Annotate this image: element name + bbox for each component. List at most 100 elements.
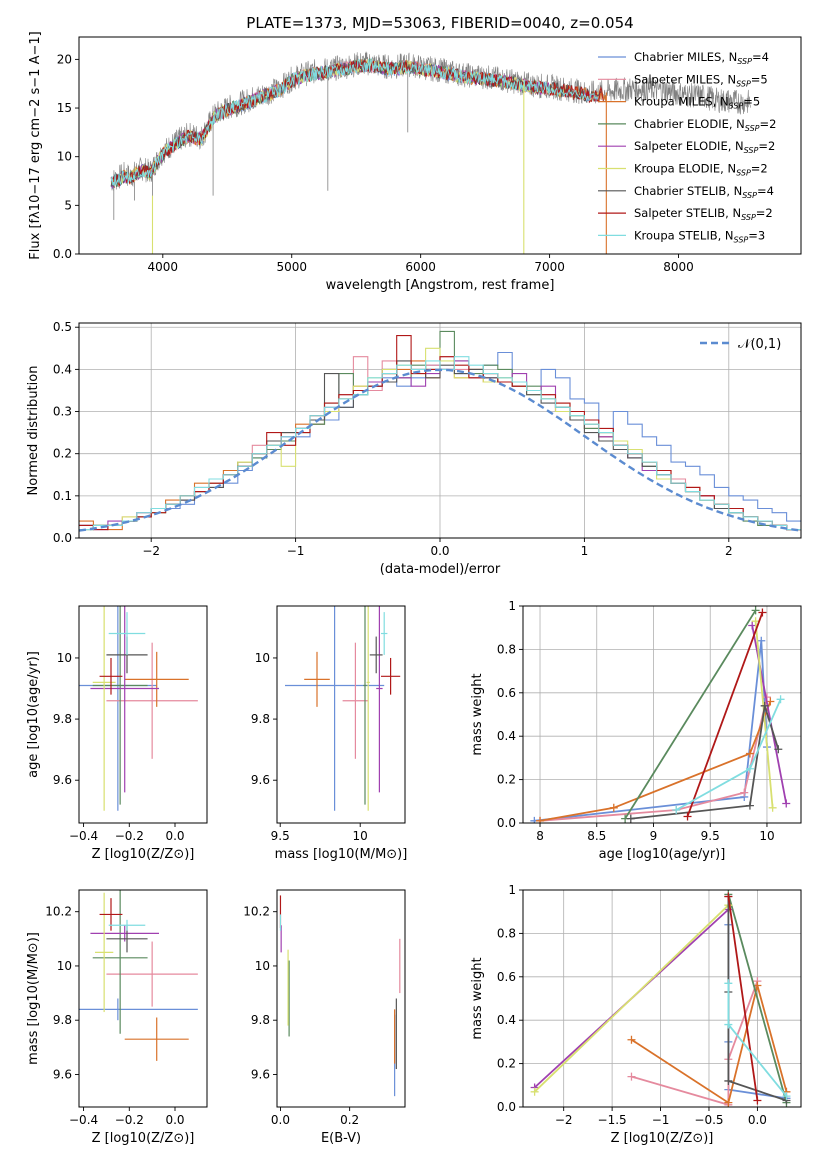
x-tick-label: 4000 bbox=[148, 260, 179, 274]
model-spectrum-2 bbox=[110, 58, 599, 185]
x-tick-label: 8000 bbox=[663, 260, 694, 274]
x-tick-label: 2 bbox=[725, 544, 733, 558]
model-spectrum-6 bbox=[110, 59, 599, 186]
weight-marker bbox=[724, 979, 733, 988]
y-axis-label: Normed distribution bbox=[26, 366, 41, 496]
plot-area bbox=[285, 606, 401, 811]
y-tick-label: 9.6 bbox=[53, 773, 72, 787]
legend-entry: Kroupa ELODIE, NSSP=2 bbox=[634, 162, 768, 178]
chart-title: PLATE=1373, MJD=53063, FIBERID=0040, z=0… bbox=[246, 14, 633, 32]
panel-7: 0.0 0.2 9.6 9.8 10 10.2 E(B-V) bbox=[243, 889, 406, 1146]
legend-subscript: SSP bbox=[729, 102, 744, 111]
model-spectrum-8 bbox=[110, 59, 604, 188]
weight-marker bbox=[627, 1035, 636, 1044]
legend-text: =5 bbox=[743, 95, 760, 109]
weight-line-2 bbox=[539, 696, 768, 822]
y-tick-label: 0.4 bbox=[497, 1013, 516, 1027]
weight-marker bbox=[724, 892, 733, 901]
weight-marker bbox=[776, 695, 785, 704]
panel-2: 𝒩(0,1) −2 −1 0.0 1 2 0.0 0.1 0.2 0.3 0.4 0.5 (data-m… bbox=[26, 320, 802, 577]
legend-text: Salpeter MILES, N bbox=[634, 72, 736, 86]
weight-marker bbox=[758, 608, 767, 617]
legend-subscript: SSP bbox=[734, 235, 749, 244]
y-tick-label: 0.8 bbox=[497, 642, 516, 656]
plot-area bbox=[79, 606, 198, 811]
weight-marker bbox=[782, 799, 791, 808]
x-tick-label: 7000 bbox=[534, 260, 565, 274]
y-tick-label: 0.5 bbox=[53, 320, 72, 334]
x-tick-label: 0.0 bbox=[748, 1113, 767, 1127]
legend-text: =4 bbox=[757, 184, 774, 198]
x-tick-label: 1 bbox=[581, 544, 589, 558]
weight-line-3 bbox=[539, 701, 772, 822]
y-tick-label: 10.2 bbox=[243, 905, 270, 919]
weight-line-4 bbox=[727, 894, 788, 1103]
x-tick-label: −2 bbox=[555, 1113, 573, 1127]
x-axis-label: wavelength [Angstrom, rest frame] bbox=[326, 278, 555, 293]
legend-entry: Salpeter MILES, NSSP=5 bbox=[634, 72, 768, 88]
y-tick-label: 10 bbox=[255, 959, 270, 973]
y-tick-label: 0.6 bbox=[497, 970, 516, 984]
y-tick-label: 9.8 bbox=[251, 1013, 270, 1027]
legend-text: =2 bbox=[758, 139, 775, 153]
axes-frame bbox=[276, 889, 406, 1108]
panel-3: −0.4 −0.2 0.0 9.6 9.8 10 Z [log10(Z/Z⊙)] age [l… bbox=[26, 605, 208, 862]
weight-marker bbox=[768, 803, 777, 812]
x-axis-label: Z [log10(Z/Z⊙)] bbox=[611, 1131, 714, 1146]
weight-marker bbox=[782, 1092, 791, 1101]
x-tick-label: 0.0 bbox=[165, 829, 184, 843]
weight-marker bbox=[760, 701, 769, 710]
y-tick-label: 0.2 bbox=[53, 447, 72, 461]
axes-frame bbox=[276, 605, 406, 824]
legend-text: Kroupa MILES, N bbox=[634, 95, 729, 109]
weight-marker bbox=[683, 812, 692, 821]
x-tick-label: 9 bbox=[650, 829, 658, 843]
weight-marker bbox=[530, 1087, 539, 1096]
weight-line-7 bbox=[630, 705, 780, 820]
y-axis-label: mass weight bbox=[470, 673, 485, 755]
y-tick-label: 0.0 bbox=[53, 531, 72, 545]
legend-entry: 𝒩(0,1) bbox=[738, 337, 781, 352]
weight-line-6 bbox=[533, 904, 730, 1093]
y-tick-label: 10 bbox=[57, 959, 72, 973]
y-tick-label: 10 bbox=[255, 651, 270, 665]
x-tick-label: −0.4 bbox=[69, 1113, 98, 1127]
weight-marker bbox=[751, 606, 760, 615]
plot-area bbox=[79, 890, 198, 1061]
legend-entry: Kroupa STELIB, NSSP=3 bbox=[634, 228, 765, 244]
y-axis-label: age [log10(age/yr)] bbox=[26, 651, 41, 778]
legend-subscript: SSP bbox=[744, 146, 759, 155]
y-tick-label: 0.6 bbox=[497, 686, 516, 700]
y-tick-label: 9.8 bbox=[53, 1013, 72, 1027]
x-tick-label: 10 bbox=[759, 829, 774, 843]
y-tick-label: 9.6 bbox=[251, 1067, 270, 1081]
legend-text: Chabrier ELODIE, N bbox=[634, 117, 745, 131]
legend-subscript: SSP bbox=[737, 57, 752, 66]
weight-marker bbox=[627, 1072, 636, 1081]
x-tick-label: −0.5 bbox=[694, 1113, 723, 1127]
legend-subscript: SSP bbox=[736, 79, 751, 88]
model-spectrum-1 bbox=[110, 58, 599, 190]
legend-entry: Salpeter STELIB, NSSP=2 bbox=[634, 206, 773, 222]
y-tick-label: 5 bbox=[64, 198, 72, 212]
weight-marker bbox=[626, 814, 635, 823]
weight-marker bbox=[745, 764, 754, 773]
y-axis-label: mass [log10(M/M⊙)] bbox=[26, 932, 41, 1065]
y-tick-label: 0.0 bbox=[53, 247, 72, 261]
y-tick-label: 1 bbox=[508, 599, 516, 613]
weight-marker bbox=[724, 1020, 733, 1029]
y-axis-label: mass weight bbox=[470, 957, 485, 1039]
weight-line-2 bbox=[631, 980, 759, 1106]
weight-line-7 bbox=[727, 896, 787, 1102]
panel-5: 8 8.5 9 9.5 10 0.0 0.2 0.4 0.6 0.8 1 age [log10(age… bbox=[470, 599, 802, 862]
x-tick-label: 0.0 bbox=[430, 544, 449, 558]
y-tick-label: 0.2 bbox=[497, 1057, 516, 1071]
legend-subscript: SSP bbox=[741, 213, 756, 222]
weight-marker bbox=[766, 697, 775, 706]
x-tick-label: 6000 bbox=[405, 260, 436, 274]
weight-marker bbox=[672, 805, 681, 814]
x-tick-label: −1 bbox=[287, 544, 305, 558]
y-tick-label: 15 bbox=[57, 101, 72, 115]
weight-line-8 bbox=[727, 896, 759, 1101]
